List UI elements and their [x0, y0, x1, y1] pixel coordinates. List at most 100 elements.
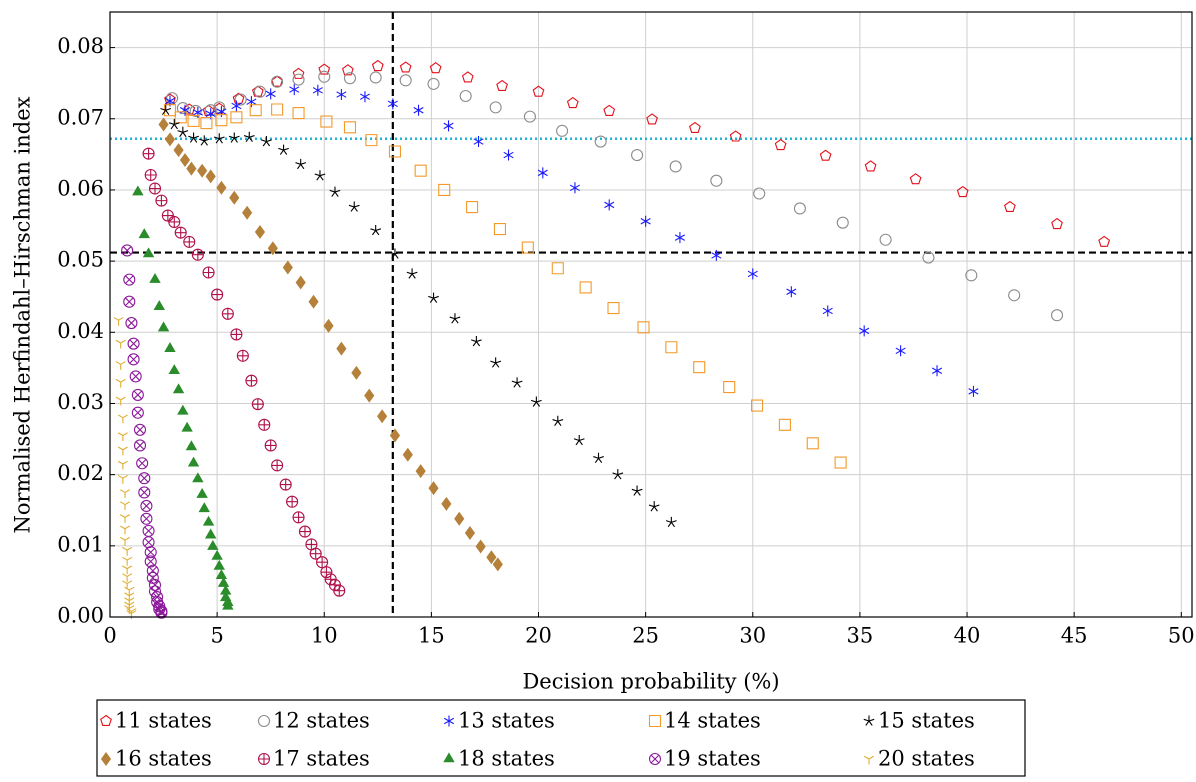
data-point: [146, 571, 159, 584]
y-tick-label: 0.07: [57, 105, 104, 129]
y-tick-label: 0.03: [57, 390, 104, 414]
data-point: [566, 96, 579, 109]
data-point: [205, 108, 216, 120]
data-point: [122, 565, 133, 575]
data-point: [124, 586, 135, 596]
data-point: [965, 269, 978, 282]
x-tick-label: 45: [1061, 624, 1088, 648]
data-point: [466, 200, 479, 214]
data-point: [258, 418, 271, 431]
data-point: [333, 584, 346, 597]
data-point: [282, 260, 293, 275]
data-point: [521, 241, 534, 254]
data-point: [318, 63, 331, 75]
data-point: [648, 501, 660, 512]
data-point: [138, 486, 151, 499]
data-point: [312, 84, 323, 96]
data-point: [364, 388, 375, 403]
data-point: [123, 273, 136, 286]
data-point: [323, 318, 334, 333]
data-point: [216, 180, 227, 195]
y-tick-label: 0.08: [57, 34, 104, 58]
data-point: [188, 132, 199, 143]
data-point: [489, 101, 502, 114]
data-point: [271, 459, 284, 472]
x-tick-label: 40: [954, 624, 981, 648]
data-point: [205, 169, 216, 184]
data-point: [318, 70, 331, 83]
legend-marker: [863, 715, 875, 726]
data-point: [793, 202, 806, 215]
data-point: [473, 136, 484, 148]
data-point: [164, 132, 176, 147]
data-point: [530, 396, 542, 407]
data-point: [185, 440, 198, 451]
data-point: [117, 432, 128, 441]
plot-frame: [109, 11, 1193, 618]
data-point: [729, 130, 742, 142]
data-point: [305, 538, 318, 551]
legend-marker: [257, 715, 271, 727]
data-point: [173, 143, 184, 158]
data-point: [593, 452, 604, 464]
data-point: [157, 321, 170, 332]
data-point: [819, 149, 832, 161]
data-point: [198, 502, 210, 513]
data-point: [125, 317, 138, 330]
data-point: [144, 555, 157, 568]
data-point: [399, 74, 412, 87]
data-point: [232, 92, 245, 104]
data-point: [122, 580, 133, 590]
data-point: [127, 353, 140, 366]
data-point: [191, 248, 204, 261]
x-tick-label: 0: [103, 624, 116, 648]
data-point: [119, 536, 131, 546]
x-tick-label: 5: [210, 624, 223, 648]
data-point: [279, 478, 292, 491]
data-point: [343, 72, 357, 85]
data-point: [351, 365, 362, 380]
data-point: [228, 132, 240, 143]
legend-label: 20 states: [878, 747, 975, 771]
data-point: [168, 118, 180, 130]
data-point: [371, 59, 384, 72]
data-point: [202, 266, 215, 279]
data-point: [164, 95, 176, 107]
data-point: [879, 233, 892, 246]
data-point: [836, 216, 849, 229]
data-point: [168, 364, 180, 375]
data-point: [607, 302, 620, 315]
data-point: [637, 321, 650, 334]
data-point: [264, 439, 277, 452]
data-point: [142, 524, 155, 537]
data-point: [148, 182, 162, 195]
data-point: [251, 398, 264, 411]
data-point: [523, 110, 536, 123]
data-point: [388, 145, 402, 158]
data-point: [286, 495, 299, 508]
data-point: [153, 300, 165, 310]
data-point: [359, 91, 371, 103]
data-point: [129, 370, 142, 383]
data-point: [132, 185, 144, 196]
data-point: [786, 286, 797, 298]
data-point: [604, 199, 615, 211]
data-point: [492, 557, 503, 572]
data-point: [230, 328, 243, 341]
y-tick-label: 0.04: [57, 319, 104, 343]
data-point: [399, 61, 412, 73]
data-point: [164, 342, 176, 352]
x-tick-label: 15: [418, 624, 445, 648]
data-point: [204, 528, 217, 539]
data-point: [316, 556, 329, 569]
data-point: [213, 133, 225, 144]
legend-label: 18 states: [458, 747, 555, 771]
data-point: [413, 104, 424, 116]
data-point: [183, 235, 196, 248]
data-point: [612, 469, 624, 480]
x-tick-label: 30: [739, 624, 766, 648]
data-point: [402, 447, 413, 462]
data-point: [115, 361, 126, 370]
data-point: [292, 511, 305, 524]
